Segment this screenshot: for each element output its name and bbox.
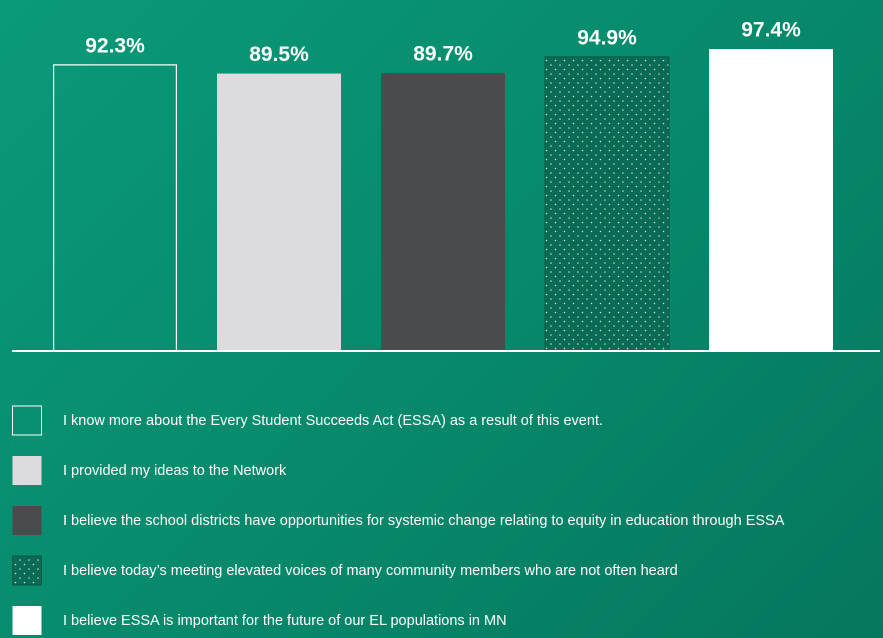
value-label: 97.4% (741, 19, 801, 42)
legend-swatch (12, 506, 42, 535)
value-label: 94.9% (577, 26, 637, 49)
legend-swatch (12, 606, 42, 635)
legend-label: I know more about the Every Student Succ… (63, 413, 603, 429)
bar (52, 64, 178, 352)
legend-label: I believe ESSA is important for the futu… (63, 613, 507, 629)
bar (381, 72, 505, 352)
bar (709, 49, 833, 352)
bar (217, 73, 341, 352)
legend-label: I believe the school districts have oppo… (63, 513, 785, 529)
bar (544, 56, 670, 352)
value-label: 92.3% (85, 34, 145, 57)
legend-swatch (12, 405, 42, 436)
legend-label: I believe today’s meeting elevated voice… (63, 563, 678, 579)
legend-swatch (12, 456, 42, 485)
legend-swatch (12, 555, 42, 586)
value-label: 89.5% (249, 43, 309, 66)
value-label: 89.7% (413, 42, 473, 65)
legend-label: I provided my ideas to the Network (63, 463, 287, 479)
